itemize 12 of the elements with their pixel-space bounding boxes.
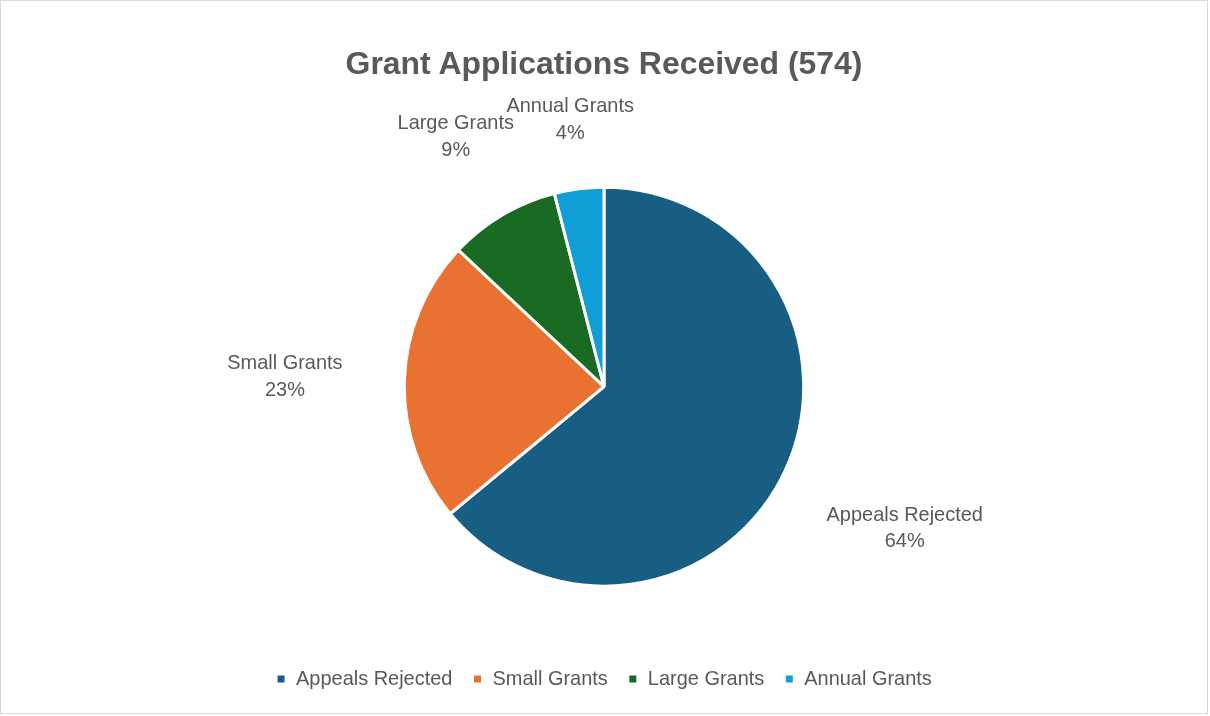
- data-label: 4%: [555, 120, 585, 143]
- legend-label: Small Grants: [492, 666, 608, 689]
- data-label: 9%: [441, 137, 471, 160]
- legend-label: Large Grants: [647, 666, 765, 689]
- legend-label: Appeals Rejected: [296, 666, 453, 689]
- legend-label: Annual Grants: [804, 666, 932, 689]
- slice-label: Small Grants: [227, 351, 343, 374]
- slice-label: Appeals Rejected: [826, 502, 983, 525]
- slice-label: Annual Grants: [506, 94, 635, 117]
- data-label: 23%: [264, 378, 306, 401]
- chart-title: Grant Applications Received (574): [345, 44, 863, 81]
- data-label: 64%: [884, 529, 925, 552]
